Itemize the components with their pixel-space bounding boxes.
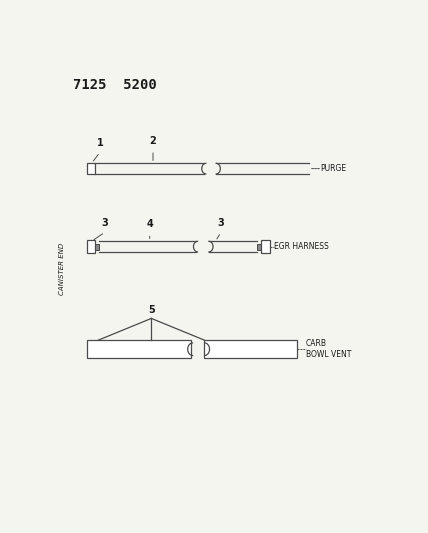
Bar [262,240,270,253]
Text: 3: 3 [101,218,108,228]
Bar [258,244,262,249]
Text: 2: 2 [150,136,156,146]
Text: 1: 1 [97,138,103,148]
Text: PURGE: PURGE [321,164,347,173]
Text: 4: 4 [146,220,153,229]
Text: EGR HARNESS: EGR HARNESS [274,242,329,251]
Bar [95,244,99,249]
Bar [205,340,297,358]
Bar [86,340,191,358]
Text: 7125  5200: 7125 5200 [74,78,157,92]
Bar [86,163,95,174]
Text: 5: 5 [148,305,155,315]
Bar [86,240,95,253]
Text: CARB
BOWL VENT: CARB BOWL VENT [306,340,351,359]
Text: 3: 3 [217,218,224,228]
Text: CANISTER END: CANISTER END [59,243,65,295]
